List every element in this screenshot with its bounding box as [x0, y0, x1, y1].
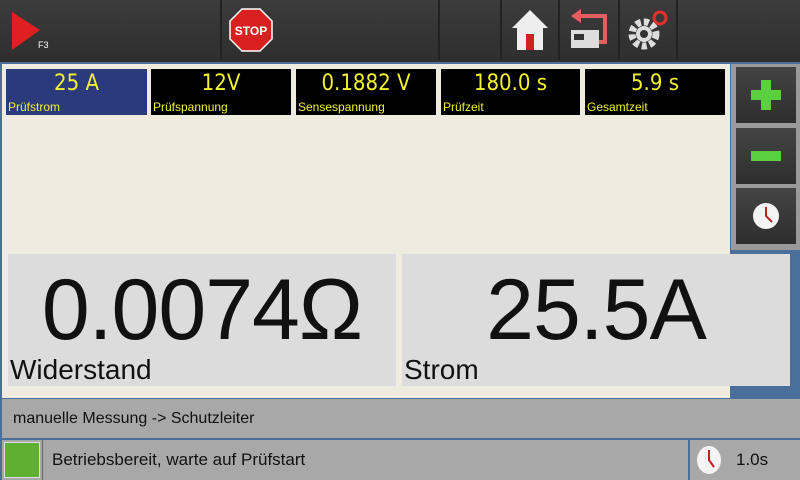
value: 0.1882 V: [321, 71, 411, 96]
timer-value: 1.0s: [736, 450, 769, 469]
value: 5.9 s: [630, 71, 680, 96]
stop-icon: STOP: [229, 8, 273, 52]
value-box-gesamtzeit[interactable]: 5.9 s Gesamtzeit: [585, 69, 725, 115]
label: Prüfstrom: [8, 100, 61, 114]
value-box-pruefstrom[interactable]: 25 A Prüfstrom: [6, 69, 147, 115]
home-icon: [512, 10, 548, 50]
resistance-display: 0.0074Ω Widerstand: [8, 254, 396, 386]
play-icon: [12, 12, 40, 50]
value: 25 A: [54, 71, 99, 96]
timer-display: 1.0s: [690, 440, 800, 480]
label: Prüfspannung: [153, 100, 228, 114]
settings-button[interactable]: [620, 0, 678, 60]
breadcrumb: manuelle Messung -> Schutzleiter: [2, 399, 800, 438]
plus-icon: [751, 80, 781, 110]
current-label: Strom: [404, 354, 479, 385]
value-box-sensespannung[interactable]: 0.1882 V Sensespannung: [296, 69, 436, 115]
label: Gesamtzeit: [587, 100, 648, 114]
label: Sensespannung: [298, 100, 385, 114]
stop-button[interactable]: STOP: [222, 0, 440, 60]
minus-icon: [751, 151, 781, 161]
start-key-label: F3: [38, 40, 49, 50]
clock-icon: [697, 446, 721, 474]
label: Prüfzeit: [443, 100, 484, 114]
home-button[interactable]: [502, 0, 560, 60]
current-display: 25.5A Strom: [402, 254, 790, 386]
value: 180.0 s: [473, 71, 548, 96]
svg-text:STOP: STOP: [235, 24, 267, 38]
gear-icon: [628, 10, 668, 50]
divider: [42, 440, 43, 480]
status-bar: Betriebsbereit, warte auf Prüfstart: [2, 440, 688, 480]
value-box-pruefzeit[interactable]: 180.0 s Prüfzeit: [441, 69, 580, 115]
resistance-value: 0.0074Ω: [41, 262, 363, 358]
timer-button[interactable]: [736, 188, 796, 244]
value-box-pruefspannung[interactable]: 12V Prüfspannung: [151, 69, 291, 115]
current-value: 25.5A: [486, 262, 707, 358]
status-text: Betriebsbereit, warte auf Prüfstart: [52, 450, 306, 469]
decrease-button[interactable]: [736, 128, 796, 184]
value: 12V: [201, 71, 241, 96]
toolbar: F3 STOP: [0, 0, 800, 62]
increase-button[interactable]: [736, 67, 796, 123]
start-button[interactable]: F3: [0, 0, 222, 60]
toolbar-blank: [440, 0, 502, 60]
clock-icon: [753, 203, 779, 229]
side-controls: [731, 64, 800, 250]
status-indicator: [4, 442, 40, 478]
device-switch-button[interactable]: [560, 0, 620, 60]
resistance-label: Widerstand: [10, 354, 152, 385]
device-return-icon: [571, 9, 607, 48]
